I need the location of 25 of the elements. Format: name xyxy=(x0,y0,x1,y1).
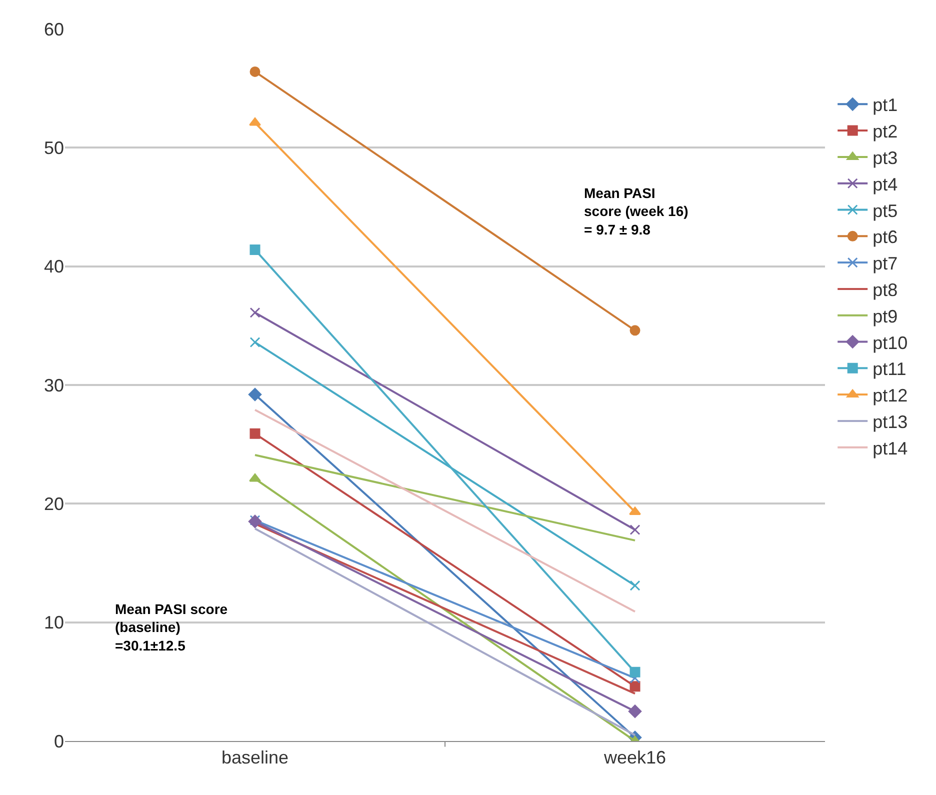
legend-label: pt8 xyxy=(872,280,898,300)
y-tick-label: 40 xyxy=(44,256,64,277)
x-tick-label: week16 xyxy=(602,748,666,768)
legend-label: pt6 xyxy=(872,227,898,248)
legend-label: pt3 xyxy=(872,148,898,168)
legend-label: pt9 xyxy=(872,306,898,326)
legend-label: pt1 xyxy=(872,95,898,116)
annotation: Mean PASI score (week 16) = 9.7 ± 9.8 xyxy=(584,185,688,238)
legend-label: pt14 xyxy=(872,438,908,458)
legend-label: pt12 xyxy=(872,386,908,406)
annotation: Mean PASI score (baseline) =30.1±12.5 xyxy=(115,601,228,654)
legend-label: pt11 xyxy=(872,359,906,380)
y-tick-label: 30 xyxy=(44,375,64,396)
legend-label: pt2 xyxy=(872,122,898,142)
y-tick-label: 50 xyxy=(44,138,64,158)
legend-label: pt7 xyxy=(872,254,898,274)
y-tick-label: 20 xyxy=(44,494,64,514)
x-tick-label: baseline xyxy=(221,748,289,768)
legend-label: pt4 xyxy=(872,174,898,194)
y-tick-label: 10 xyxy=(44,612,64,633)
y-tick-label: 60 xyxy=(44,19,64,40)
legend-label: pt13 xyxy=(872,412,908,432)
legend-label: pt10 xyxy=(872,332,908,353)
legend-label: pt5 xyxy=(872,200,898,221)
y-tick-label: 0 xyxy=(54,731,64,752)
